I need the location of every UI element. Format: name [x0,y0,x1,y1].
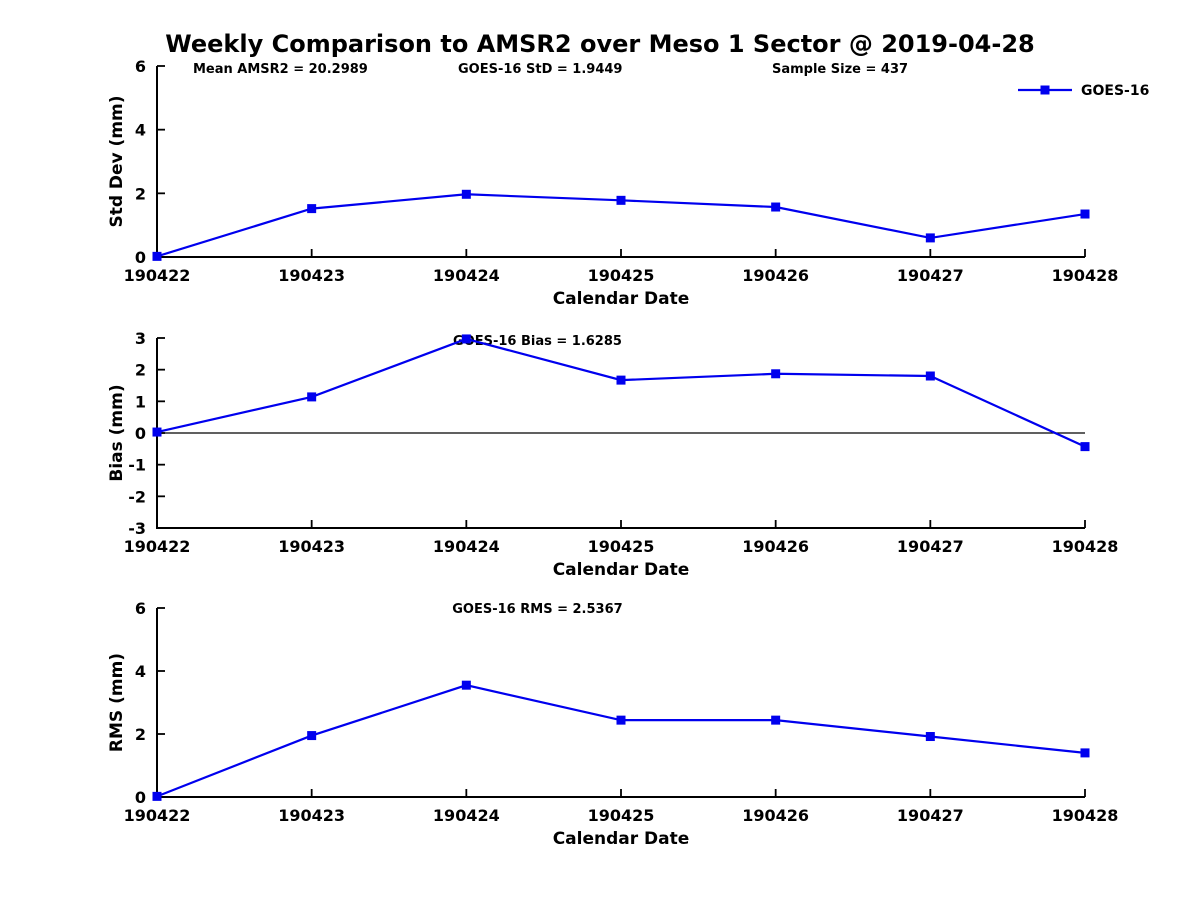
y-tick-label: 3 [135,329,146,348]
x-tick-label: 190428 [1052,266,1119,285]
subplot-std-dev-mm: 0 2 4 6 190422 190423 190424 190425 190426 190427… [107,57,1149,309]
y-tick-label: -3 [128,519,146,538]
x-tick-label: 190428 [1052,806,1119,825]
x-tick-label: 190428 [1052,537,1119,556]
data-point-marker [616,375,626,385]
data-point-marker [152,251,162,261]
y-tick-label: 0 [135,788,146,807]
y-axis-label: Std Dev (mm) [107,95,127,227]
subplot-rms-mm: 0 2 4 6 190422 190423 190424 190425 190426 190427… [107,599,1118,849]
annotation-text: GOES-16 Bias = 1.6285 [453,334,622,349]
x-tick-label: 190424 [433,806,500,825]
y-tick-label: -2 [128,487,146,506]
x-tick-label: 190425 [588,266,655,285]
data-point-marker [1080,748,1090,758]
x-tick-label: 190422 [124,537,191,556]
y-axis-label: Bias (mm) [107,384,127,481]
x-tick-label: 190426 [742,537,809,556]
data-point-marker [616,715,626,725]
data-point-marker [152,791,162,801]
data-point-marker [1080,442,1090,452]
data-line [156,684,1086,798]
annotation-text: Mean AMSR2 = 20.2989 [193,62,368,77]
y-tick-label: 0 [135,424,146,443]
y-axis-label: RMS (mm) [107,653,127,752]
y-tick-label: 0 [135,248,146,267]
annotation-text: GOES-16 RMS = 2.5367 [452,602,622,617]
data-point-marker [925,371,935,381]
y-tick-label: 4 [135,121,146,140]
y-tick-label: 1 [135,392,146,411]
y-tick-label: 6 [135,57,146,76]
data-point-marker [925,732,935,742]
data-point-marker [461,334,471,344]
annotation-text: Sample Size = 437 [772,62,908,77]
data-point-marker [307,392,317,402]
data-point-marker [771,369,781,379]
x-tick-label: 190425 [588,806,655,825]
x-tick-label: 190426 [742,806,809,825]
x-tick-label: 190423 [278,806,345,825]
data-point-marker [307,731,317,741]
y-tick-label: 2 [135,361,146,380]
x-tick-label: 190422 [124,806,191,825]
data-point-marker [925,233,935,243]
data-point-marker [307,204,317,214]
data-point-marker [461,189,471,199]
x-tick-label: 190427 [897,266,964,285]
x-tick-label: 190427 [897,806,964,825]
data-point-marker [152,427,162,437]
y-tick-label: -1 [128,456,146,475]
x-tick-label: 190424 [433,537,500,556]
data-point-marker [771,202,781,212]
y-tick-label: 4 [135,662,146,681]
x-tick-label: 190424 [433,266,500,285]
y-tick-label: 2 [135,184,146,203]
x-axis-label: Calendar Date [553,560,690,580]
x-tick-label: 190426 [742,266,809,285]
x-tick-label: 190423 [278,537,345,556]
y-tick-label: 6 [135,599,146,618]
data-point-marker [1080,209,1090,219]
data-line [156,337,1086,448]
x-tick-label: 190427 [897,537,964,556]
data-point-marker [461,680,471,690]
x-tick-label: 190422 [124,266,191,285]
data-point-marker [616,195,626,205]
legend-label: GOES-16 [1081,83,1149,99]
subplot-bias-mm: -3 -2 -1 0 1 2 3 190422 190423 190424 190425 190426… [107,329,1118,580]
x-tick-label: 190425 [588,537,655,556]
annotation-text: GOES-16 StD = 1.9449 [458,62,622,77]
y-tick-label: 2 [135,725,146,744]
data-point-marker [771,715,781,725]
chart-title: Weekly Comparison to AMSR2 over Meso 1 S… [165,30,1035,58]
x-tick-label: 190423 [278,266,345,285]
x-axis-label: Calendar Date [553,829,690,849]
x-axis-label: Calendar Date [553,289,690,309]
legend-marker [1040,85,1050,95]
